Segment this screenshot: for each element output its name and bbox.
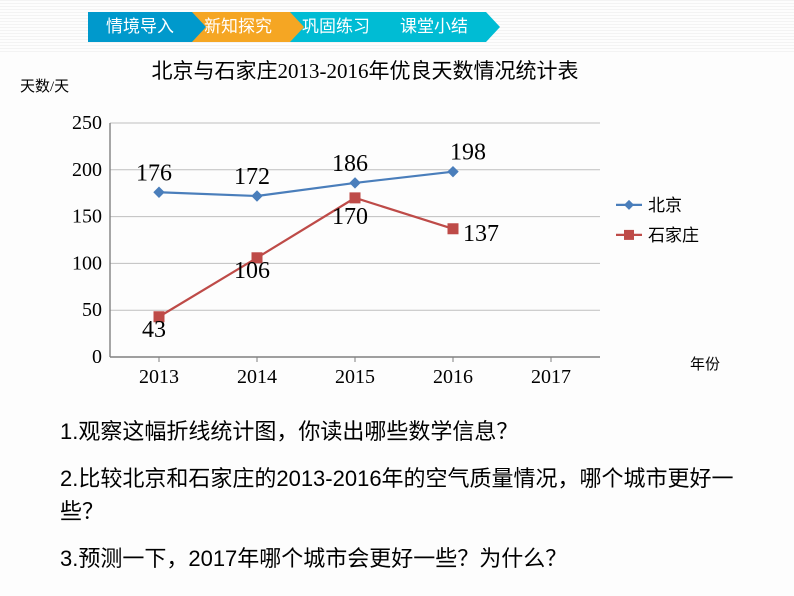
svg-text:2016: 2016 [433, 366, 473, 388]
chart-title: 北京与石家庄2013-2016年优良天数情况统计表 [0, 55, 780, 85]
question-3: 3.预测一下，2017年哪个城市会更好一些？为什么？ [60, 542, 740, 575]
svg-text:0: 0 [92, 346, 102, 368]
x-axis-label: 年份 [690, 353, 720, 374]
y-axis-label: 天数/天 [20, 75, 69, 96]
question-2: 2.比较北京和石家庄的2013-2016年的空气质量情况，哪个城市更好一些？ [60, 462, 740, 528]
svg-text:200: 200 [72, 159, 102, 181]
svg-text:137: 137 [463, 221, 499, 247]
svg-text:石家庄: 石家庄 [648, 226, 699, 245]
svg-text:150: 150 [72, 206, 102, 228]
chart-container: 北京与石家庄2013-2016年优良天数情况统计表 天数/天 年份 050100… [20, 55, 780, 407]
svg-text:172: 172 [234, 164, 270, 190]
svg-text:北京: 北京 [648, 196, 682, 215]
svg-text:198: 198 [450, 140, 486, 166]
svg-text:100: 100 [72, 252, 102, 274]
line-chart: 0 50 100 150 200 250 2013 2014 2015 2016 2017 176 17… [20, 87, 760, 407]
svg-text:50: 50 [82, 299, 102, 321]
question-1: 1.观察这幅折线统计图，你读出哪些数学信息？ [60, 415, 740, 448]
tab-context[interactable]: 情境导入 [88, 12, 192, 42]
svg-text:106: 106 [234, 258, 270, 284]
svg-text:43: 43 [142, 317, 166, 343]
nav-tabs: 情境导入 新知探究 巩固练习 课堂小结 [100, 12, 486, 42]
svg-text:2015: 2015 [335, 366, 375, 388]
svg-text:250: 250 [72, 112, 102, 134]
svg-text:186: 186 [332, 151, 368, 177]
svg-text:2017: 2017 [531, 366, 571, 388]
svg-text:2014: 2014 [237, 366, 277, 388]
question-list: 1.观察这幅折线统计图，你读出哪些数学信息？ 2.比较北京和石家庄的2013-2… [60, 415, 740, 589]
svg-text:170: 170 [332, 204, 368, 230]
svg-text:176: 176 [136, 160, 172, 186]
svg-text:2013: 2013 [139, 366, 179, 388]
